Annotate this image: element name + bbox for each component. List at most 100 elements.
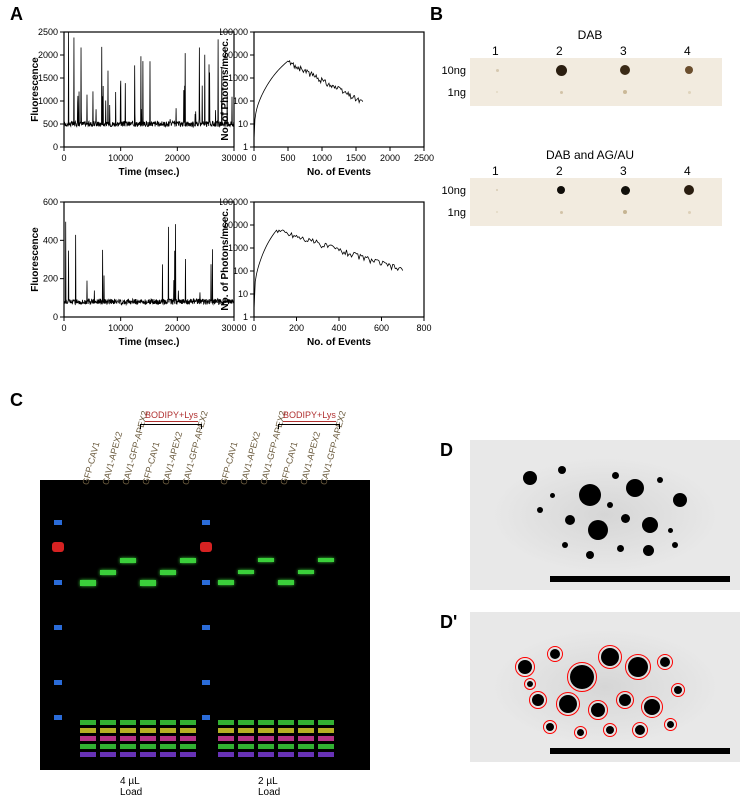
gel-band [278, 580, 294, 585]
svg-text:400: 400 [43, 235, 58, 245]
svg-text:10000: 10000 [108, 153, 133, 163]
ladder-band [54, 520, 62, 525]
svg-text:1: 1 [243, 312, 248, 322]
em-particle [537, 507, 543, 513]
bodipy-label: BODIPY+Lys [283, 410, 336, 422]
em-particle [588, 520, 608, 540]
blot-membrane [470, 58, 722, 106]
blot-row-label: 1ng [430, 207, 466, 219]
em-particle-ring [543, 720, 557, 734]
blot-spot [557, 186, 565, 194]
gel-image [40, 480, 370, 770]
svg-text:2500: 2500 [414, 153, 434, 163]
panel-label-b: B [430, 4, 443, 25]
blot-spot [496, 69, 499, 72]
em-particle [586, 551, 594, 559]
chart: 0500100015002000250011010010001000010000… [220, 28, 440, 188]
svg-text:No. of Photons/msec.: No. of Photons/msec. [220, 38, 231, 140]
panel-label-dp: D' [440, 612, 457, 633]
blot-membrane [470, 178, 722, 226]
svg-text:2500: 2500 [38, 28, 58, 37]
em-particle-ring [529, 691, 547, 709]
blot-row-label: 10ng [430, 65, 466, 77]
chart: 0200400600800110100100010000100000No. of… [220, 198, 440, 358]
em-particle [668, 528, 673, 533]
gel-band [80, 580, 96, 586]
em-particle [523, 471, 537, 485]
svg-text:600: 600 [43, 198, 58, 207]
blot-spot [688, 211, 691, 214]
svg-text:600: 600 [374, 323, 389, 333]
ladder-band [202, 625, 210, 630]
em-particle-ring [524, 678, 536, 690]
blot-col-label: 1 [492, 164, 499, 178]
figure-root: A B C D D' 01000020000300000500100015002… [0, 0, 749, 808]
svg-text:0: 0 [53, 142, 58, 152]
em-particle-ring [574, 726, 587, 739]
svg-text:500: 500 [43, 119, 58, 129]
em-particle [672, 542, 678, 548]
em-particle [612, 472, 619, 479]
em-particle-ring [603, 723, 617, 737]
blot-col-label: 3 [620, 44, 627, 58]
svg-text:500: 500 [280, 153, 295, 163]
blot-spot [556, 65, 567, 76]
svg-text:Time (msec.): Time (msec.) [119, 167, 180, 178]
blot-spot [560, 211, 563, 214]
ladder-band [54, 680, 62, 685]
svg-text:100000: 100000 [220, 198, 248, 207]
svg-text:1: 1 [243, 142, 248, 152]
em-particle [657, 477, 663, 483]
svg-text:200: 200 [43, 274, 58, 284]
em-micrograph [470, 440, 740, 590]
ladder-band [202, 520, 210, 525]
em-particle [643, 545, 654, 556]
em-particle-ring [625, 654, 651, 680]
svg-text:Time (msec.): Time (msec.) [119, 337, 180, 348]
svg-text:No. of Events: No. of Events [307, 167, 371, 178]
blot-title: DAB and AG/AU [450, 148, 730, 162]
gel-band [258, 558, 274, 562]
blot-spot [496, 189, 498, 191]
gel-band [160, 570, 176, 575]
em-particle [607, 502, 613, 508]
svg-text:20000: 20000 [165, 323, 190, 333]
svg-text:800: 800 [416, 323, 431, 333]
em-particle-ring [598, 645, 622, 669]
chart: 010000200003000005001000150020002500Time… [30, 28, 250, 188]
em-particle [558, 466, 566, 474]
svg-text:100: 100 [233, 266, 248, 276]
gel-band [180, 558, 196, 563]
blot-col-label: 1 [492, 44, 499, 58]
svg-text:0: 0 [53, 312, 58, 322]
svg-text:1000: 1000 [312, 153, 332, 163]
em-particle [642, 517, 658, 533]
em-particle-ring [657, 654, 673, 670]
svg-text:10: 10 [238, 119, 248, 129]
em-particle [562, 542, 568, 548]
em-particle-ring [588, 700, 608, 720]
gel-lane-label: CAV1-APEX2 [238, 430, 262, 486]
svg-text:200: 200 [289, 323, 304, 333]
blot-spot [620, 65, 630, 75]
blot-spot [684, 185, 694, 195]
em-particle [626, 479, 644, 497]
blot-col-label: 4 [684, 164, 691, 178]
gel-load-label: 2 µL Load [258, 776, 280, 798]
blot-spot [621, 186, 630, 195]
blot-col-label: 3 [620, 164, 627, 178]
scale-bar [550, 576, 730, 582]
panel-label-a: A [10, 4, 23, 25]
em-particle [579, 484, 601, 506]
em-micrograph [470, 612, 740, 762]
svg-text:0: 0 [251, 323, 256, 333]
svg-text:Fluorescence: Fluorescence [30, 57, 41, 122]
gel-band [140, 580, 156, 586]
blot-row-label: 10ng [430, 185, 466, 197]
em-particle [621, 514, 630, 523]
svg-text:1500: 1500 [346, 153, 366, 163]
blot-row-label: 1ng [430, 87, 466, 99]
gel-load-label: 4 µL Load [120, 776, 142, 798]
scale-bar [550, 748, 730, 754]
bodipy-label: BODIPY+Lys [145, 410, 198, 422]
